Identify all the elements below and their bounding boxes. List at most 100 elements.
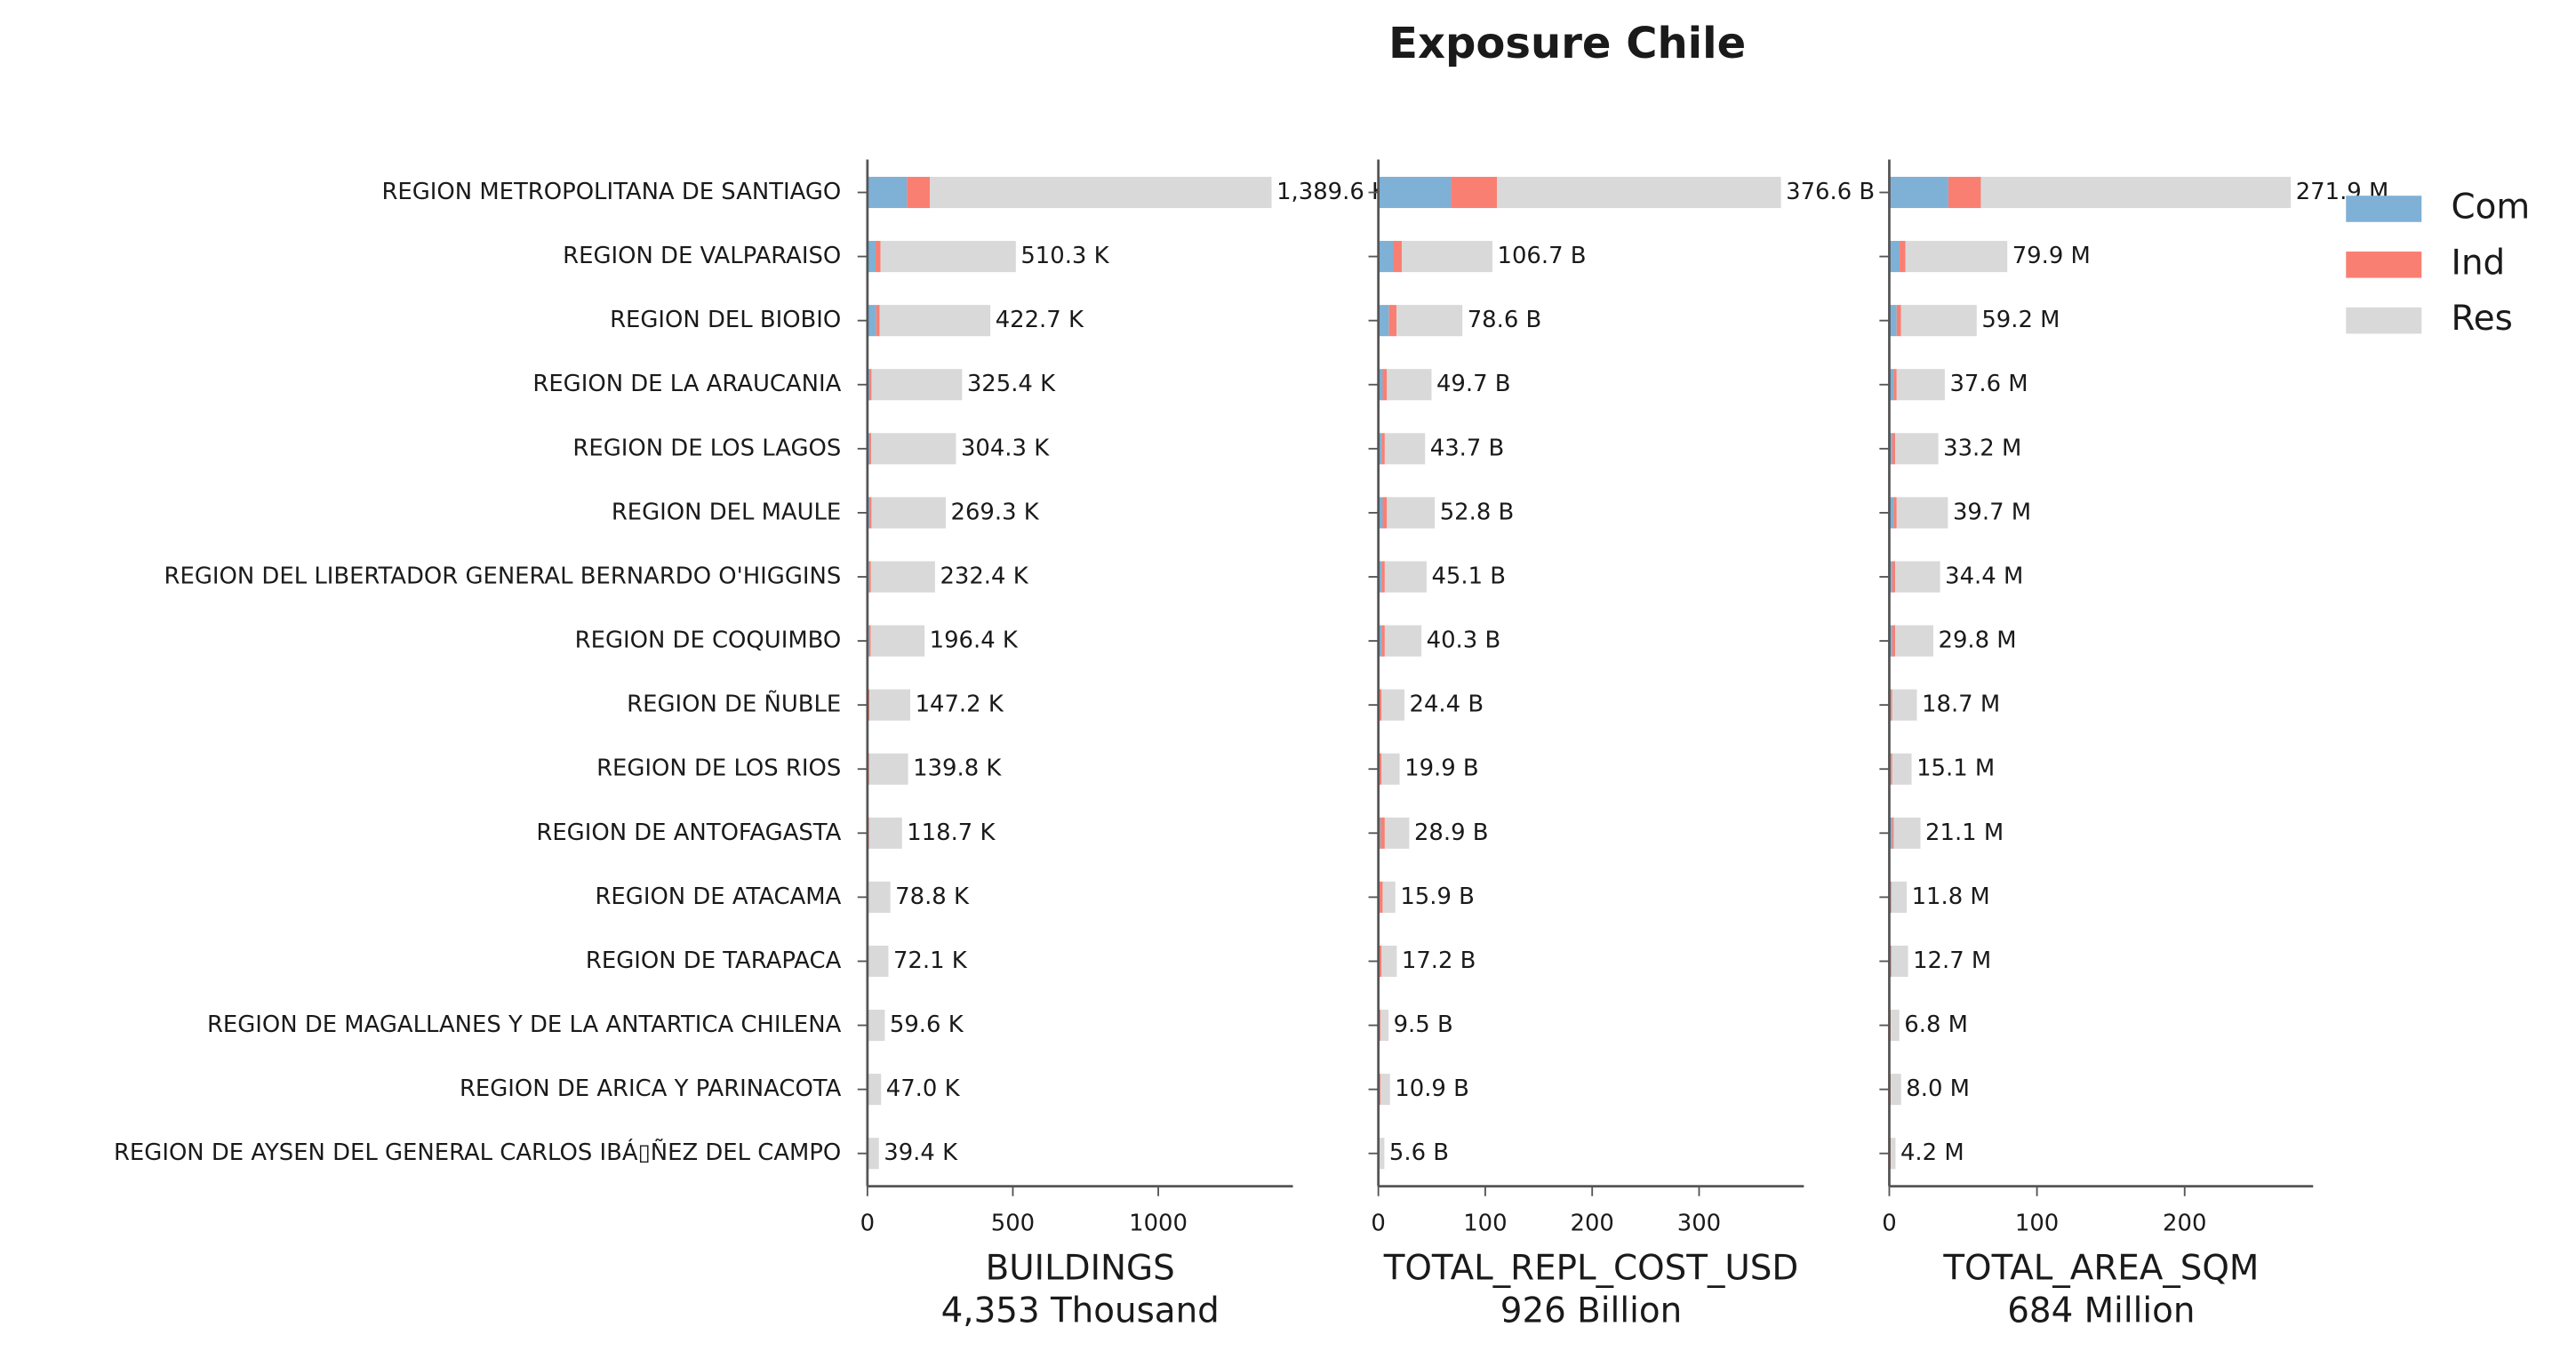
value-label: 45.1 B (1431, 563, 1506, 589)
category-label: REGION DE COQUIMBO (575, 628, 842, 654)
value-label: 196.4 K (930, 628, 1019, 654)
bar-segment (1381, 753, 1400, 785)
bar-segment (868, 817, 869, 849)
bar-segment (1387, 497, 1436, 529)
bar-segment (1891, 945, 1908, 978)
value-label: 325.4 K (967, 371, 1056, 397)
bar-segment (1393, 241, 1403, 273)
bar-segment (867, 241, 876, 273)
value-label: 18.7 M (1922, 691, 2000, 718)
x-axis-label: TOTAL_AREA_SQM (1942, 1248, 2259, 1288)
bar-segment (876, 241, 881, 273)
legend-swatch (2346, 196, 2422, 222)
legend-label: Res (2452, 299, 2513, 339)
value-label: 59.2 M (1981, 307, 2060, 333)
value-label: 33.2 M (1943, 435, 2021, 461)
bar-segment (1895, 433, 1939, 465)
bar-segment (1382, 497, 1388, 529)
bar-segment (1892, 817, 1894, 849)
bar-segment (868, 1009, 885, 1042)
category-label: REGION DE MAGALLANES Y DE LA ANTARTICA C… (207, 1011, 842, 1038)
bar-segment (1891, 1138, 1896, 1170)
bar-segment (1889, 305, 1897, 337)
bar-segment (869, 689, 911, 721)
bar-segment (867, 176, 908, 209)
bar-segment (1384, 817, 1410, 849)
bar-segment (868, 1138, 879, 1170)
x-tick-label: 1000 (1129, 1211, 1188, 1237)
bar-segment (1889, 176, 1948, 209)
x-tick-label: 200 (2163, 1211, 2206, 1237)
x-axis-subtitle: 926 Billion (1500, 1291, 1682, 1331)
bar-segment (1380, 1009, 1389, 1042)
bar-segment (1900, 305, 1977, 337)
category-label: REGION DE ARICA Y PARINACOTA (460, 1075, 842, 1102)
bar-segment (1905, 241, 2008, 273)
bar-segment (1892, 689, 1917, 721)
bar-segment (1889, 625, 1892, 657)
bar-segment (1892, 561, 1896, 593)
bar-segment (1378, 625, 1382, 657)
bar-segment (907, 176, 931, 209)
bar-segment (1382, 369, 1388, 401)
bar-segment (1892, 433, 1896, 465)
value-label: 376.6 B (1786, 179, 1875, 205)
bar-segment (1891, 753, 1892, 785)
bar-segment (1895, 625, 1933, 657)
bar-segment (1378, 305, 1389, 337)
value-label: 147.2 K (916, 691, 1004, 718)
value-label: 39.4 K (884, 1139, 958, 1166)
category-label: REGION DEL BIOBIO (610, 307, 841, 333)
bar-segment (1451, 176, 1498, 209)
bar-segment (1384, 625, 1422, 657)
category-label: REGION DE LOS LAGOS (572, 435, 841, 461)
value-label: 19.9 B (1404, 755, 1479, 782)
value-label: 304.3 K (961, 435, 1050, 461)
bar-segment (1895, 561, 1940, 593)
x-axis-label: TOTAL_REPL_COST_USD (1383, 1248, 1799, 1288)
bar-segment (1497, 176, 1781, 209)
bar-segment (1384, 561, 1427, 593)
bar-segment (1402, 241, 1492, 273)
value-label: 17.2 B (1402, 947, 1476, 974)
value-label: 72.1 K (893, 947, 968, 974)
bar-segment (1948, 176, 1981, 209)
bar-segment (876, 305, 880, 337)
value-label: 8.0 M (1906, 1075, 1970, 1102)
x-tick-label: 100 (2015, 1211, 2059, 1237)
category-label: REGION DE VALPARAISO (563, 243, 841, 269)
bar-segment (1891, 881, 1908, 913)
value-label: 39.7 M (1953, 499, 2031, 525)
bar-segment (1379, 753, 1382, 785)
value-label: 15.1 M (1916, 755, 1995, 782)
category-label: REGION METROPOLITANA DE SANTIAGO (381, 179, 841, 205)
x-tick-label: 300 (1677, 1211, 1721, 1237)
category-label: REGION DE AYSEN DEL GENERAL CARLOS IBÁ▯Ñ… (114, 1138, 841, 1166)
bar-segment (1896, 369, 1945, 401)
bar-segment (1889, 561, 1892, 593)
bar-segment (1381, 945, 1397, 978)
bar-segment (869, 433, 872, 465)
value-label: 78.8 K (895, 883, 970, 910)
bar-segment (1379, 945, 1382, 978)
bar-segment (1893, 369, 1897, 401)
bar-segment (1891, 689, 1892, 721)
bar-segment (1896, 497, 1948, 529)
bar-segment (1381, 689, 1404, 721)
category-label: REGION DE LOS RIOS (596, 755, 841, 782)
bar-segment (871, 497, 946, 529)
x-tick-label: 100 (1463, 1211, 1507, 1237)
bar-segment (1384, 433, 1426, 465)
legend-swatch (2346, 252, 2422, 278)
value-label: 510.3 K (1020, 243, 1109, 269)
bar-segment (1378, 561, 1382, 593)
category-label: REGION DE LA ARAUCANIA (532, 371, 841, 397)
bar-segment (869, 497, 872, 529)
bar-segment (868, 689, 870, 721)
bar-segment (930, 176, 1272, 209)
bar-segment (1889, 817, 1892, 849)
value-label: 4.2 M (1900, 1139, 1964, 1166)
x-axis-subtitle: 684 Million (2007, 1291, 2195, 1331)
